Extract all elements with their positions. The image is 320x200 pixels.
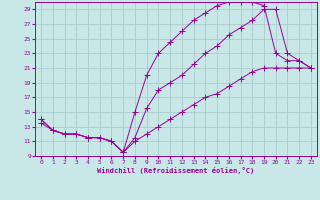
X-axis label: Windchill (Refroidissement éolien,°C): Windchill (Refroidissement éolien,°C) [97,167,255,174]
